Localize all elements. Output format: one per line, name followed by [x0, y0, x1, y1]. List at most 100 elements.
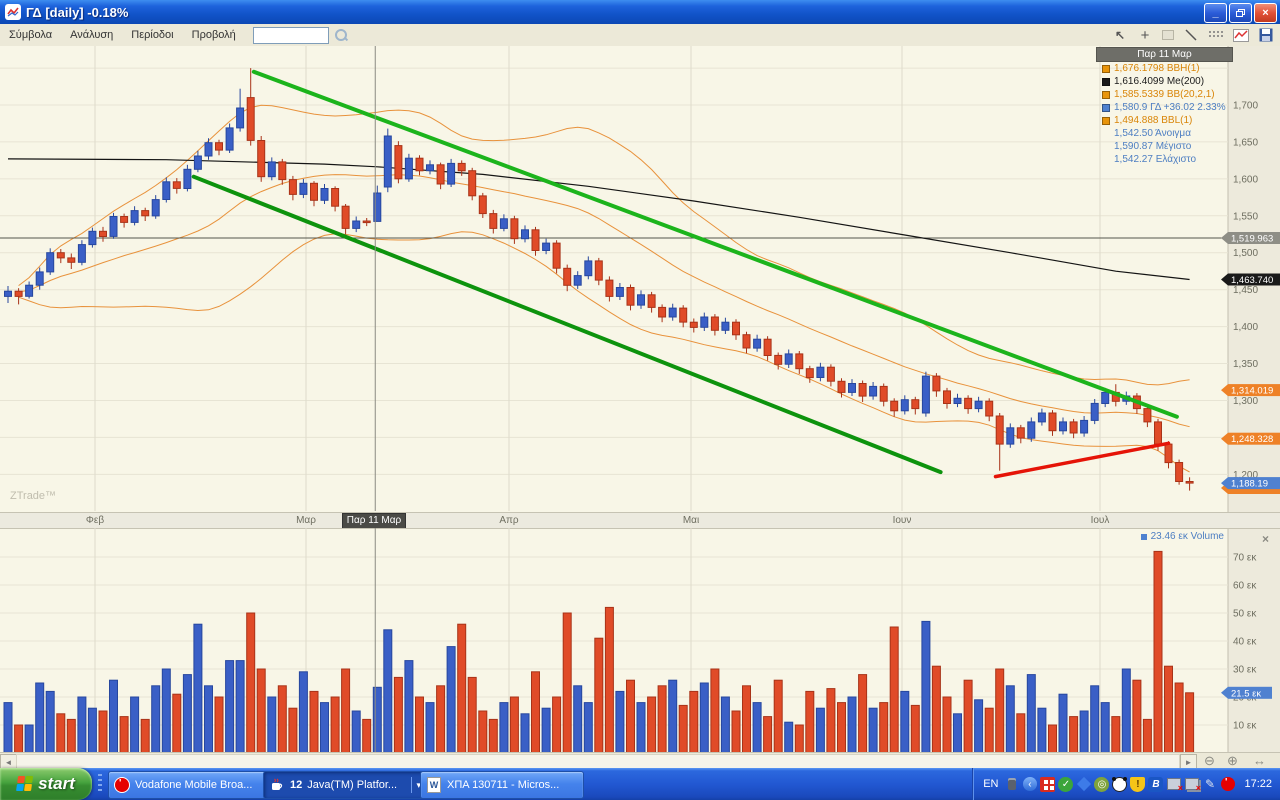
- trendline-icon[interactable]: [1183, 27, 1199, 43]
- pen-icon[interactable]: ✎: [1204, 777, 1215, 791]
- legend-row-high: 1,590.87 Μέγιστο: [1114, 141, 1192, 152]
- legend-row-me200: 1,616.4099 Me(200): [1096, 75, 1233, 88]
- rectangle-icon[interactable]: [1162, 30, 1174, 40]
- word-icon: W: [426, 777, 442, 793]
- minimize-button[interactable]: _: [1204, 3, 1227, 23]
- svg-text:70 εκ: 70 εκ: [1233, 553, 1257, 564]
- menu-analysis[interactable]: Ανάλυση: [70, 29, 114, 41]
- search-icon[interactable]: [334, 28, 348, 42]
- taskbar-clock: 17:22: [1244, 778, 1272, 790]
- close-button[interactable]: ×: [1254, 3, 1277, 23]
- svg-text:1,519.963: 1,519.963: [1231, 234, 1273, 245]
- svg-text:1,463.740: 1,463.740: [1231, 275, 1273, 286]
- taskbar-item-word-doc[interactable]: W ΧΠΑ 130711 - Micros...: [420, 771, 584, 799]
- vodafone-tray-icon[interactable]: ': [1220, 777, 1235, 792]
- volume-legend: 23.46 εκ Volume: [1140, 531, 1224, 542]
- svg-text:1,700: 1,700: [1233, 101, 1258, 112]
- legend-row-price: 1,580.9 ΓΔ +36.02 2.33%: [1096, 101, 1233, 114]
- java-icon: [269, 777, 285, 793]
- app-chart-icon: [5, 4, 21, 20]
- antivirus-check-icon[interactable]: ✓: [1058, 776, 1074, 792]
- legend-date-header: Παρ 11 Μαρ: [1096, 47, 1233, 62]
- chart-toolbar: ↖ +: [1112, 24, 1274, 46]
- menu-view[interactable]: Προβολή: [191, 29, 236, 41]
- svg-text:1,350: 1,350: [1233, 359, 1258, 370]
- zoom-out-icon[interactable]: ⊖: [1204, 753, 1215, 768]
- svg-text:1,400: 1,400: [1233, 322, 1258, 333]
- selected-date-tag: Παρ 11 Μαρ: [342, 513, 406, 529]
- zoom-in-icon[interactable]: ⊕: [1227, 753, 1238, 768]
- month-label-apr: Απρ: [499, 515, 519, 526]
- price-chart-pane[interactable]: 1,700 1,650 1,600 1,550 1,500 1,450 1,400 1,350…: [0, 46, 1280, 512]
- language-indicator[interactable]: EN: [983, 778, 999, 790]
- chart-icon[interactable]: [1233, 27, 1249, 43]
- symbol-search-input[interactable]: [252, 26, 329, 44]
- network-offline-icon[interactable]: ×: [1166, 777, 1183, 793]
- me200-marker: [1102, 77, 1110, 86]
- system-tray: EN ‹ ✓ ◎ ! B × × ✎ ' 17:22: [972, 768, 1280, 800]
- svg-text:60 εκ: 60 εκ: [1233, 581, 1257, 592]
- menu-periods[interactable]: Περίοδοι: [131, 29, 174, 41]
- hide-icons-chevron[interactable]: ‹: [1022, 777, 1037, 792]
- panda-icon[interactable]: [1112, 776, 1128, 792]
- remote-app-icon[interactable]: [1040, 776, 1056, 792]
- legend-row-bbl: 1,494.888 BBL(1): [1096, 114, 1233, 127]
- windows-flag-icon: [16, 776, 34, 792]
- fit-width-icon[interactable]: ↔: [1253, 753, 1266, 768]
- legend-row-low: 1,542.27 Ελάχιστο: [1114, 154, 1197, 165]
- quick-launch-separator: [98, 774, 102, 794]
- watermark: ZTrade™: [10, 490, 57, 502]
- certificate-icon[interactable]: ◎: [1094, 776, 1110, 792]
- start-button[interactable]: start: [0, 768, 92, 800]
- svg-text:1,450: 1,450: [1233, 285, 1258, 296]
- svg-text:1,500: 1,500: [1233, 248, 1258, 259]
- dotted-line-icon[interactable]: [1208, 27, 1224, 43]
- taskbar-item-java-group[interactable]: 12 Java(TM) Platfor... ▾: [263, 771, 427, 799]
- title-bar: ΓΔ [daily] -0.18% _ ×: [0, 0, 1280, 24]
- svg-text:40 εκ: 40 εκ: [1233, 637, 1257, 648]
- restore-button[interactable]: [1229, 3, 1252, 23]
- bbl-marker: [1102, 116, 1110, 125]
- vodafone-icon: ': [114, 777, 130, 793]
- month-label-mar: Μαρ: [296, 515, 316, 526]
- month-label-jul: Ιουλ: [1090, 515, 1110, 526]
- chart-scrollbar: ◄ ► ⊖ ⊕ ↔: [0, 752, 1280, 770]
- menu-symbols[interactable]: Σύμβολα: [9, 29, 53, 41]
- task-group-dropdown-icon[interactable]: ▾: [411, 777, 421, 793]
- dropbox-icon[interactable]: [1076, 776, 1092, 792]
- svg-text:1,600: 1,600: [1233, 174, 1258, 185]
- security-alert-icon[interactable]: !: [1130, 776, 1146, 792]
- network-offline-2-icon[interactable]: ×: [1184, 777, 1201, 793]
- svg-text:1,248.328: 1,248.328: [1231, 434, 1273, 445]
- svg-text:1,650: 1,650: [1233, 137, 1258, 148]
- svg-text:21.5 εκ: 21.5 εκ: [1231, 688, 1261, 699]
- menu-bar: Σύμβολα Ανάλυση Περίοδοι Προβολή ↖ +: [0, 24, 1280, 47]
- month-label-may: Μαι: [682, 515, 700, 526]
- volume-close-icon[interactable]: ×: [1262, 532, 1270, 546]
- svg-text:1,300: 1,300: [1233, 396, 1258, 407]
- pointer-icon[interactable]: ↖: [1114, 28, 1126, 42]
- month-label-feb: Φεβ: [85, 515, 105, 526]
- svg-text:1,200: 1,200: [1233, 470, 1258, 481]
- taskbar: start ' Vodafone Mobile Broa... 12 Java(…: [0, 768, 1280, 800]
- legend-row-open: 1,542.50 Άνοιγμα: [1114, 128, 1191, 139]
- volume-marker: [1140, 533, 1147, 540]
- svg-text:10 εκ: 10 εκ: [1233, 721, 1257, 732]
- save-icon[interactable]: [1258, 27, 1274, 43]
- legend-row-bb: 1,585.5339 BB(20,2,1): [1096, 88, 1233, 101]
- bbh-marker: [1102, 64, 1110, 73]
- indicator-legend: Παρ 11 Μαρ 1,676.1798 BBH(1) 1,616.4099 …: [1096, 47, 1233, 166]
- crosshair-icon[interactable]: +: [1140, 26, 1150, 44]
- svg-text:1,188.19: 1,188.19: [1231, 479, 1268, 490]
- svg-text:30 εκ: 30 εκ: [1233, 665, 1257, 676]
- svg-text:1,550: 1,550: [1233, 211, 1258, 222]
- taskbar-item-vodafone[interactable]: ' Vodafone Mobile Broa...: [108, 771, 270, 799]
- price-marker: [1102, 103, 1110, 112]
- phone-icon[interactable]: [1004, 777, 1019, 792]
- legend-row-bbh: 1,676.1798 BBH(1): [1096, 62, 1233, 75]
- svg-text:1,314.019: 1,314.019: [1231, 386, 1273, 397]
- svg-text:50 εκ: 50 εκ: [1233, 609, 1257, 620]
- bluetooth-icon[interactable]: B: [1148, 776, 1164, 792]
